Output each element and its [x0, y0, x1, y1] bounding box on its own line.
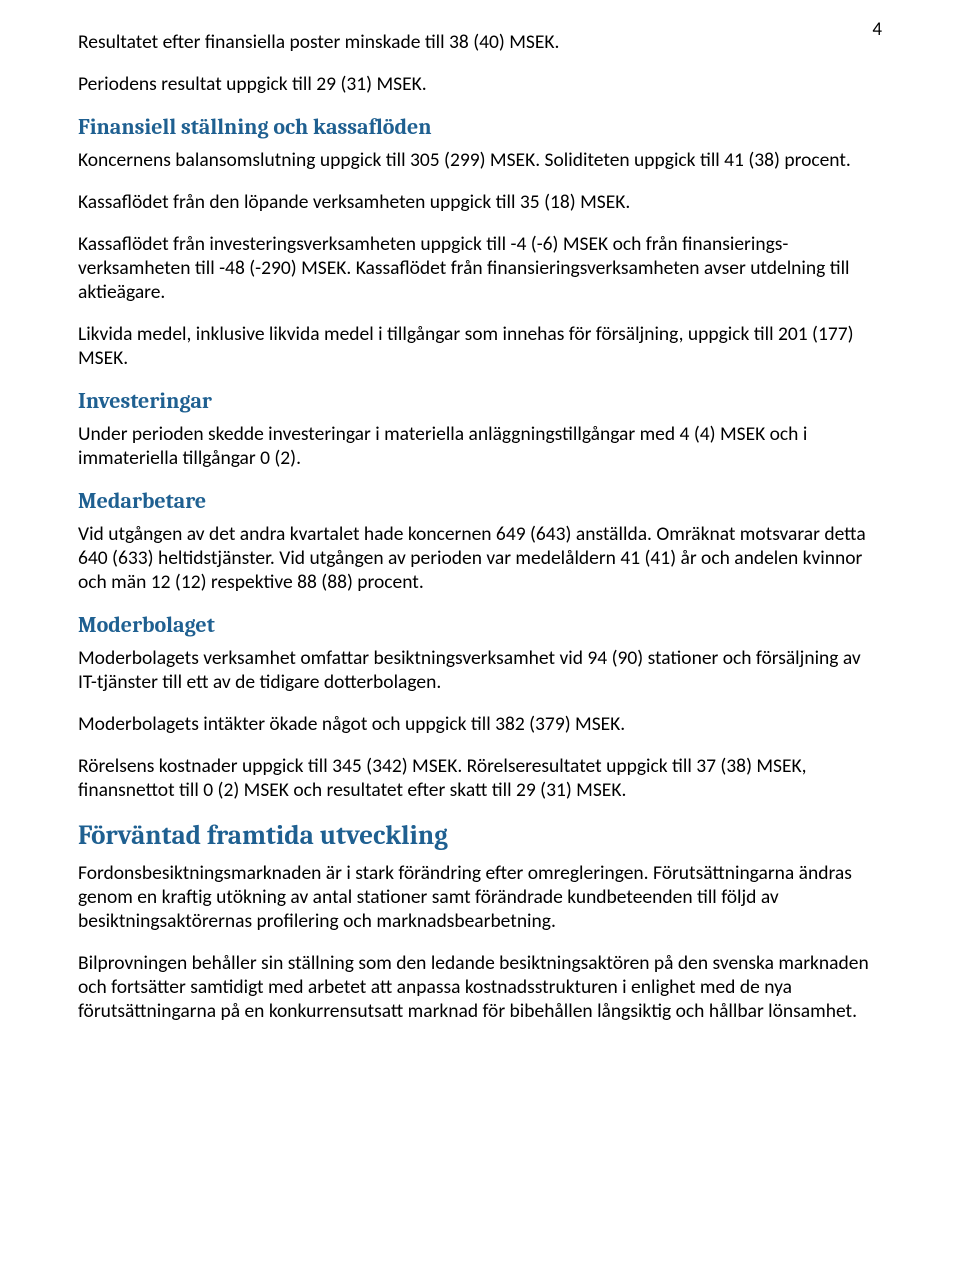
paragraph-period-result: Periodens resultat uppgick till 29 (31) … [78, 72, 882, 96]
paragraph-parent-costs: Rörelsens kostnader uppgick till 345 (34… [78, 754, 882, 802]
paragraph-liquid-assets: Likvida medel, inklusive likvida medel i… [78, 322, 882, 370]
paragraph-employees: Vid utgången av det andra kvartalet hade… [78, 522, 882, 594]
paragraph-cashflow-operating: Kassaflödet från den löpande verksamhete… [78, 190, 882, 214]
paragraph-result-financial: Resultatet efter finansiella poster mins… [78, 30, 882, 54]
paragraph-market-change: Fordonsbesiktningsmarknaden är i stark f… [78, 861, 882, 933]
document-page: 4 Resultatet efter finansiella poster mi… [0, 0, 960, 1271]
heading-employees: Medarbetare [78, 488, 882, 514]
paragraph-investments: Under perioden skedde investeringar i ma… [78, 422, 882, 470]
paragraph-parent-operations: Moderbolagets verksamhet omfattar besikt… [78, 646, 882, 694]
heading-financial-position: Finansiell ställning och kassaflöden [78, 114, 882, 140]
heading-investments: Investeringar [78, 388, 882, 414]
page-number: 4 [872, 18, 882, 41]
paragraph-balance: Koncernens balansomslutning uppgick till… [78, 148, 882, 172]
heading-parent-company: Moderbolaget [78, 612, 882, 638]
paragraph-position: Bilprovningen behåller sin ställning som… [78, 951, 882, 1023]
paragraph-parent-revenue: Moderbolagets intäkter ökade något och u… [78, 712, 882, 736]
paragraph-cashflow-investing: Kassaflödet från investeringsverksamhete… [78, 232, 882, 304]
heading-future-outlook: Förväntad framtida utveckling [78, 820, 882, 851]
